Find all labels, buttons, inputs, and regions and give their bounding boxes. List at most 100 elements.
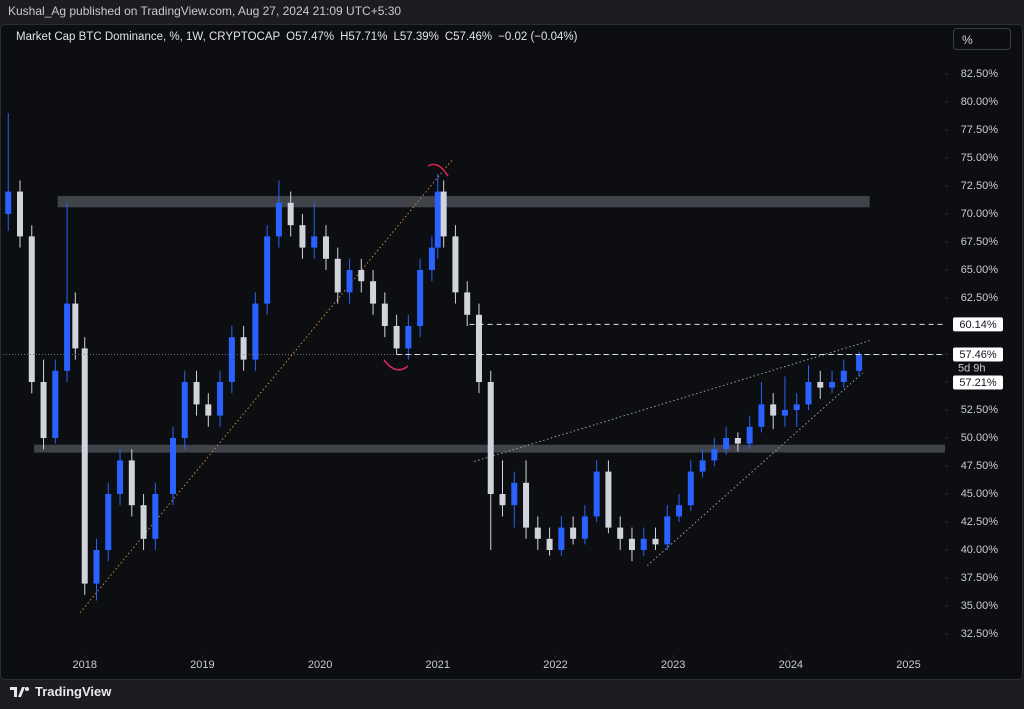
candle-body — [676, 505, 683, 517]
candle-body — [593, 471, 600, 517]
candle-body — [452, 236, 459, 293]
candle-body — [5, 191, 12, 214]
y-tick-label: 42.50% — [961, 516, 999, 528]
chart: 32.50% 35.00% 37.50% 40.00% 42.50% 45.00% 47.5… — [0, 24, 1023, 680]
y-tick-label: 77.50% — [961, 124, 999, 136]
y-tick-label: 67.50% — [961, 236, 999, 248]
candle-body — [28, 236, 35, 382]
y-tick-label: 45.00% — [961, 488, 999, 500]
candle-body — [346, 270, 353, 293]
price-label: 60.14% — [959, 319, 997, 331]
candle-body — [152, 494, 159, 539]
candle-body — [72, 303, 79, 349]
candle-body — [181, 382, 188, 438]
candle-body — [434, 191, 441, 248]
y-tick-label: 35.00% — [961, 600, 999, 612]
y-tick-label: 47.50% — [961, 460, 999, 472]
price-label-box — [953, 317, 1003, 332]
candle-body — [417, 270, 424, 326]
candle-body — [40, 382, 47, 438]
candle-body — [605, 471, 612, 528]
y-tick-label: 80.00% — [961, 96, 999, 108]
price-label: 57.46% — [959, 349, 997, 361]
zone — [57, 196, 870, 208]
top-arc — [427, 163, 449, 177]
candle-body — [781, 410, 788, 416]
change: −0.02 (−0.04%) — [498, 31, 578, 43]
candle-body — [240, 337, 247, 360]
plot-area — [1, 113, 945, 614]
symbol: Market Cap BTC Dominance, %, 1W, CRYPTOC… — [16, 31, 281, 43]
candle-body — [805, 382, 812, 405]
candle-body — [793, 404, 800, 410]
candle-body — [746, 426, 753, 444]
candle-body — [628, 538, 635, 550]
candle-body — [840, 370, 847, 382]
y-tick-label: 82.50% — [961, 68, 999, 80]
y-tick-label: 72.50% — [961, 180, 999, 192]
candle-body — [193, 382, 200, 405]
candle-body — [64, 303, 71, 371]
candle-body — [687, 471, 694, 506]
candle-body — [734, 438, 741, 444]
candle-body — [264, 236, 271, 304]
y-tick-label: 40.00% — [961, 544, 999, 556]
x-tick-label: 2022 — [543, 659, 567, 671]
candle-body — [311, 236, 318, 248]
candle-body — [93, 550, 100, 584]
y-tick-label: 32.50% — [961, 628, 999, 640]
publisher-line: Kushal_Ag published on TradingView.com, … — [8, 4, 402, 18]
ohlc-low: L57.39% — [393, 31, 439, 43]
x-tick-label: 2018 — [72, 659, 96, 671]
chart-frame — [0, 24, 1023, 680]
candle-body — [499, 494, 506, 506]
candle-body — [475, 314, 482, 382]
legend: Market Cap BTC Dominance, %, 1W, CRYPTOC… — [16, 31, 577, 43]
candle-body — [546, 538, 553, 550]
candle-body — [817, 382, 824, 388]
candle-body — [523, 482, 530, 528]
candle-body — [299, 225, 306, 248]
candle-body — [334, 258, 341, 293]
candle-body — [128, 460, 135, 506]
y-tick-label: 65.00% — [961, 264, 999, 276]
y-tick-label: 75.00% — [961, 152, 999, 164]
x-tick-label: 2020 — [308, 659, 332, 671]
candle-body — [570, 527, 577, 539]
candle-body — [428, 247, 435, 270]
candle-body — [581, 516, 588, 539]
candle-body — [275, 202, 282, 237]
x-tick-label: 2019 — [190, 659, 214, 671]
candle-body — [856, 354, 863, 371]
scale-button[interactable]: % — [953, 28, 1011, 50]
candle-body — [252, 303, 259, 360]
candle-body — [652, 538, 659, 545]
candle-body — [664, 516, 671, 545]
candle-body — [228, 337, 235, 382]
candle-body — [17, 191, 24, 237]
candle-body — [205, 404, 212, 416]
candle-body — [558, 527, 565, 550]
candle-body — [640, 538, 647, 550]
logo — [10, 686, 29, 697]
candle-body — [322, 236, 329, 259]
trendline — [79, 159, 453, 614]
ohlc-high: H57.71% — [340, 31, 388, 43]
x-tick-label: 2021 — [426, 659, 450, 671]
candle-body — [711, 449, 718, 461]
candle-body — [169, 438, 176, 494]
ohlc-open: O57.47% — [286, 31, 335, 43]
candle-body — [758, 404, 765, 427]
candle-body — [487, 382, 494, 494]
candle-body — [405, 326, 412, 349]
ohlc-close: C57.46% — [444, 31, 493, 43]
candle-body — [52, 370, 59, 438]
trendline — [646, 372, 863, 567]
candle-body — [534, 527, 541, 539]
y-tick-label: 52.50% — [961, 404, 999, 416]
bottom-arc — [383, 359, 409, 371]
candle-body — [105, 494, 112, 550]
candle-body — [699, 460, 706, 472]
price-label: 57.21% — [959, 377, 997, 389]
